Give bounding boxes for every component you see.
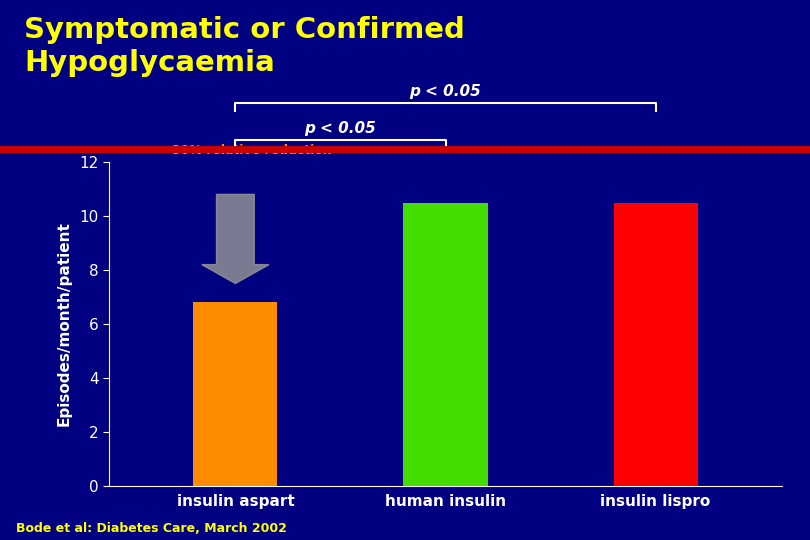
Text: p < 0.05: p < 0.05: [410, 84, 481, 98]
Y-axis label: Episodes/month/patient: Episodes/month/patient: [57, 221, 71, 427]
Bar: [403, 202, 488, 486]
Text: p < 0.05: p < 0.05: [305, 122, 377, 136]
Bar: [194, 302, 277, 486]
Bar: [614, 202, 697, 486]
Text: Bode et al: Diabetes Care, March 2002: Bode et al: Diabetes Care, March 2002: [16, 522, 287, 535]
Text: Symptomatic or Confirmed
Hypoglycaemia: Symptomatic or Confirmed Hypoglycaemia: [24, 16, 465, 77]
Text: 30% relative reduction: 30% relative reduction: [173, 144, 332, 157]
FancyArrow shape: [202, 194, 269, 284]
